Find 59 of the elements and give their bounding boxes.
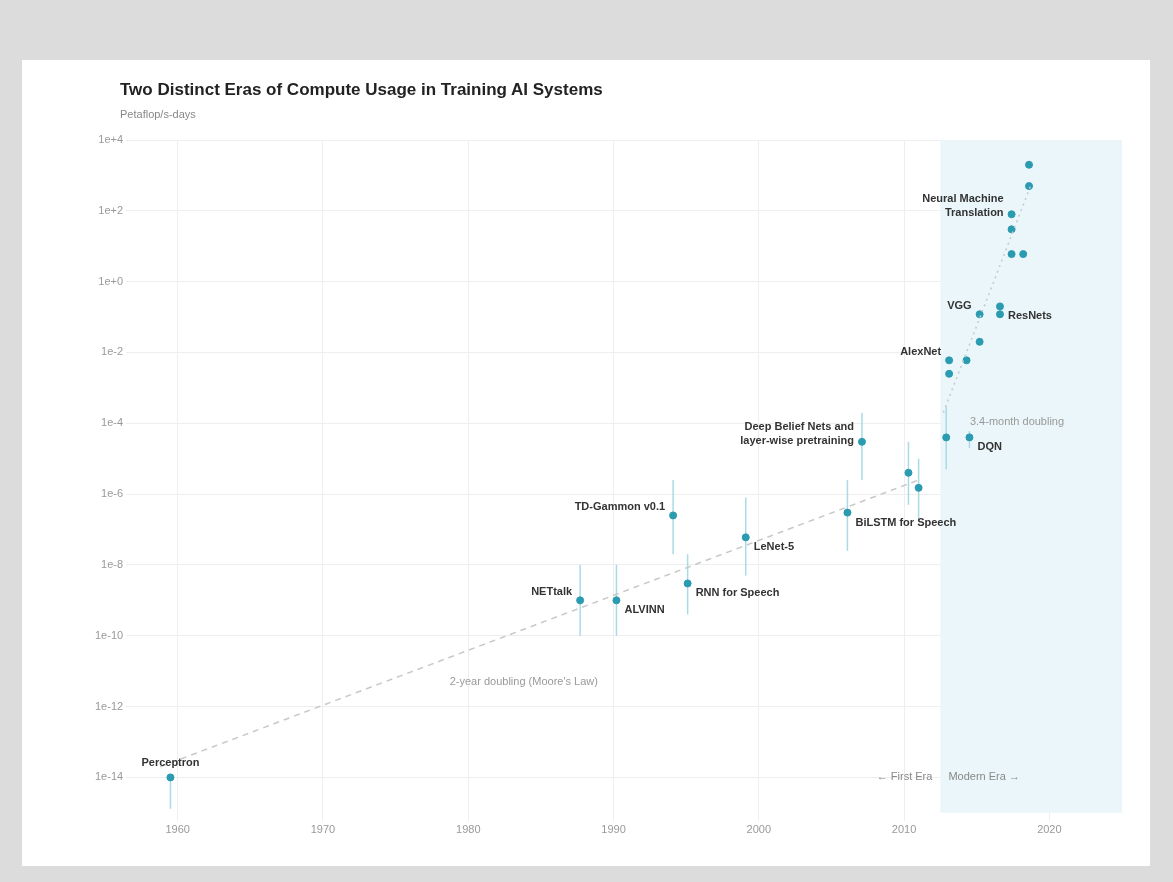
annotation: ← First Era <box>876 770 934 783</box>
data-label: TD-Gammon v0.1 <box>574 500 666 513</box>
point <box>945 369 954 378</box>
point <box>843 508 852 517</box>
y-axis-title: Petaflop/s-days <box>120 108 196 120</box>
data-label: RNN for Speech <box>695 586 780 599</box>
point <box>962 356 971 365</box>
y-tick-label: 1e-10 <box>94 628 124 641</box>
point <box>945 356 954 365</box>
y-tick-label: 1e-14 <box>94 770 124 783</box>
point <box>741 533 750 542</box>
point <box>669 511 678 520</box>
chart-title: Two Distinct Eras of Compute Usage in Training AI Systems <box>120 80 603 100</box>
text: 3.4-month doubling <box>969 414 1065 427</box>
data-label: Deep Belief Nets and layer-wise pretraining <box>740 419 854 446</box>
data-label: Perceptron <box>141 756 200 769</box>
y-tick-label: 1e+0 <box>98 274 124 287</box>
point <box>576 596 585 605</box>
point <box>1007 225 1016 234</box>
data-label: NETtalk <box>531 585 573 598</box>
point <box>904 468 913 477</box>
point <box>683 579 692 588</box>
y-tick-label: 1e-4 <box>101 416 124 429</box>
data-label: AlexNet <box>900 345 942 358</box>
point <box>612 596 621 605</box>
point <box>965 433 974 442</box>
x-tick-label: 2020 <box>1037 823 1062 836</box>
point <box>914 483 923 492</box>
data-label: BiLSTM for Speech <box>855 515 957 528</box>
annotation: Modern Era → <box>948 770 1020 783</box>
y-tick-label: 1e-2 <box>101 345 124 358</box>
y-tick-label: 1e-6 <box>101 487 124 500</box>
y-tick-label: 1e+2 <box>98 203 124 216</box>
point <box>857 437 866 446</box>
point <box>1019 250 1028 259</box>
y-tick-label: 1e-8 <box>101 557 124 570</box>
data-label: Neural Machine Translation <box>922 192 1004 219</box>
x-tick-label: 1960 <box>165 823 190 836</box>
point <box>166 773 175 782</box>
point <box>1025 160 1034 169</box>
x-tick-label: 1970 <box>310 823 336 836</box>
data-label: LeNet-5 <box>753 540 795 553</box>
series-label: 2-year doubling (Moore's Law) <box>449 675 598 688</box>
x-tick-label: 1990 <box>601 823 626 836</box>
x-tick-label: 2010 <box>891 823 917 836</box>
data-label: ResNets <box>1007 309 1052 322</box>
y-tick-label: 1e-12 <box>94 699 124 712</box>
data-label: DQN <box>977 440 1002 453</box>
point <box>975 337 984 346</box>
point <box>1007 250 1016 259</box>
data-label: VGG <box>947 299 972 312</box>
x-tick-label: 2000 <box>746 823 772 836</box>
point <box>995 310 1004 319</box>
data-label: ALVINN <box>624 603 665 616</box>
point <box>1007 210 1016 219</box>
x-tick-label: 1980 <box>456 823 481 836</box>
y-tick-label: 1e+4 <box>98 133 124 146</box>
point <box>942 433 951 442</box>
point <box>995 302 1004 311</box>
